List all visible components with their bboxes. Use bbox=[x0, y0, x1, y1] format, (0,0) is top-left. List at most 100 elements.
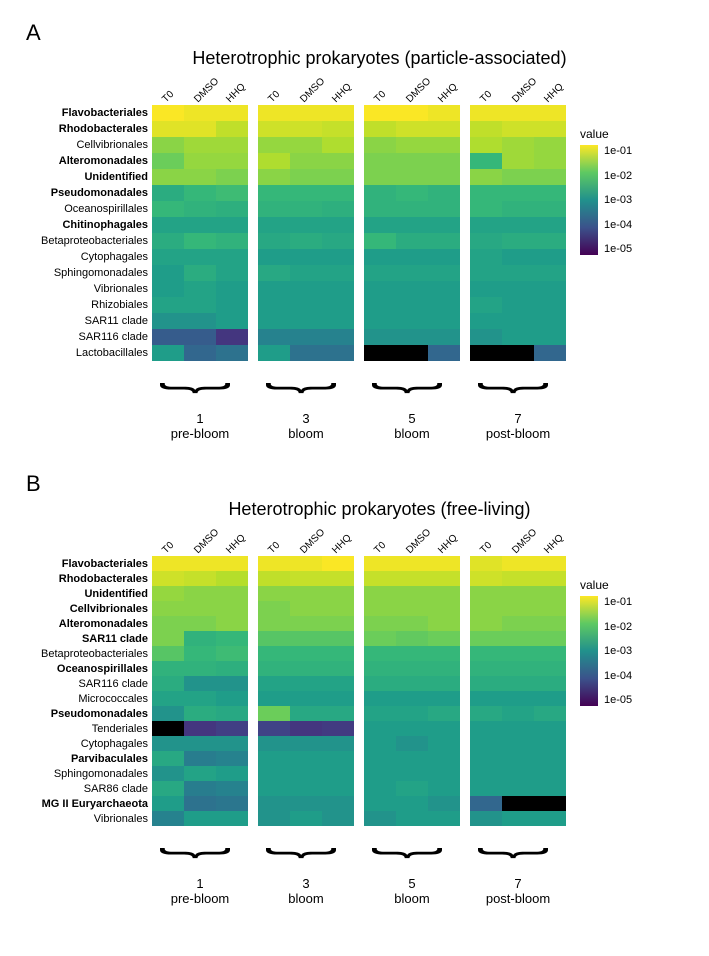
heatmap-cell bbox=[216, 153, 248, 169]
row-label: Pseudomonadales bbox=[20, 185, 152, 201]
heatmap-cell bbox=[216, 556, 248, 571]
heatmap-cell bbox=[152, 646, 184, 661]
heatmap-cell bbox=[216, 631, 248, 646]
heatmap-cell bbox=[428, 185, 460, 201]
heatmap-cell bbox=[428, 105, 460, 121]
heatmap-cell bbox=[470, 766, 502, 781]
heatmap-cell bbox=[534, 329, 566, 345]
heatmap-cell bbox=[534, 601, 566, 616]
heatmap-cell bbox=[534, 631, 566, 646]
heatmap-grid bbox=[470, 556, 566, 826]
legend-tick: 1e-01 bbox=[604, 145, 632, 157]
heatmap-cell bbox=[364, 631, 396, 646]
heatmap-cell bbox=[322, 105, 354, 121]
heatmap-cell bbox=[216, 751, 248, 766]
heatmap-cell bbox=[258, 616, 290, 631]
heatmap-cell bbox=[534, 345, 566, 361]
col-label: T0 bbox=[364, 77, 396, 105]
stage-name: pre-bloom bbox=[171, 426, 230, 441]
stage-name: post-bloom bbox=[486, 426, 550, 441]
heatmap-cell bbox=[396, 616, 428, 631]
heatmap-cell bbox=[184, 217, 216, 233]
heatmap-cell bbox=[290, 329, 322, 345]
heatmap-cell bbox=[184, 201, 216, 217]
heatmap-cell bbox=[396, 661, 428, 676]
heatmap-cell bbox=[152, 751, 184, 766]
heatmap-cell bbox=[396, 121, 428, 137]
heatmap-cell bbox=[258, 781, 290, 796]
col-label: HHQ bbox=[428, 528, 460, 556]
row-labels: FlavobacterialesRhodobacteralesUnidentif… bbox=[20, 556, 152, 826]
col-labels: T0DMSOHHQ bbox=[364, 528, 460, 556]
col-labels: T0DMSOHHQ bbox=[470, 77, 566, 105]
stage-label: }7post-bloom bbox=[470, 361, 566, 441]
heatmap-cell bbox=[290, 796, 322, 811]
heatmap-cell bbox=[470, 676, 502, 691]
heatmap-cell bbox=[184, 345, 216, 361]
heatmap-cell bbox=[364, 297, 396, 313]
heatmap-cell bbox=[364, 137, 396, 153]
col-labels: T0DMSOHHQ bbox=[258, 77, 354, 105]
heatmap-cell bbox=[470, 105, 502, 121]
legend-tick: 1e-02 bbox=[604, 621, 632, 633]
heatmap-cell bbox=[152, 736, 184, 751]
heatmap-cell bbox=[216, 706, 248, 721]
heatmap-cell bbox=[258, 571, 290, 586]
stage-name: bloom bbox=[394, 891, 429, 906]
brace-icon: } bbox=[498, 382, 538, 393]
heatmap-cell bbox=[428, 169, 460, 185]
row-label: Rhodobacterales bbox=[20, 121, 152, 137]
col-label: T0 bbox=[470, 77, 502, 105]
heatmap-cell bbox=[396, 137, 428, 153]
heatmap-cell bbox=[470, 721, 502, 736]
heatmap-cell bbox=[364, 616, 396, 631]
heatmap-cell bbox=[502, 217, 534, 233]
stage-label: }1pre-bloom bbox=[152, 826, 248, 906]
heatmap-cell bbox=[258, 721, 290, 736]
heatmap-cell bbox=[184, 281, 216, 297]
heatmap-cell bbox=[258, 281, 290, 297]
panel-title: Heterotrophic prokaryotes (free-living) bbox=[70, 499, 689, 520]
heatmap-cell bbox=[322, 137, 354, 153]
heatmap-cell bbox=[322, 217, 354, 233]
legend: value1e-011e-021e-031e-041e-05 bbox=[580, 578, 632, 706]
heatmap-cell bbox=[428, 781, 460, 796]
heatmap-cell bbox=[216, 676, 248, 691]
heatmap-cell bbox=[364, 766, 396, 781]
stage-name: bloom bbox=[288, 426, 323, 441]
heatmap-cell bbox=[396, 329, 428, 345]
heatmap-cell bbox=[502, 661, 534, 676]
heatmap-cell bbox=[470, 281, 502, 297]
heatmap-cell bbox=[428, 661, 460, 676]
heatmap-cell bbox=[364, 249, 396, 265]
heatmap-cell bbox=[258, 217, 290, 233]
heatmap-cell bbox=[152, 249, 184, 265]
blocks-area: T0DMSOHHQ}1pre-bloomT0DMSOHHQ}3bloomT0DM… bbox=[152, 77, 566, 441]
heatmap-cell bbox=[216, 265, 248, 281]
heatmap-cell bbox=[428, 265, 460, 281]
heatmap-cell bbox=[184, 646, 216, 661]
heatmap-cell bbox=[534, 736, 566, 751]
heatmap-cell bbox=[428, 751, 460, 766]
heatmap-cell bbox=[534, 137, 566, 153]
heatmap-cell bbox=[152, 313, 184, 329]
heatmap-cell bbox=[216, 201, 248, 217]
heatmap-cell bbox=[364, 781, 396, 796]
heatmap-cell bbox=[534, 556, 566, 571]
heatmap-block: T0DMSOHHQ}3bloom bbox=[258, 528, 354, 906]
heatmap-cell bbox=[290, 736, 322, 751]
panel-letter: A bbox=[26, 20, 689, 46]
heatmap-cell bbox=[322, 571, 354, 586]
heatmap-cell bbox=[322, 631, 354, 646]
row-label: Vibrionales bbox=[20, 281, 152, 297]
stage-name: pre-bloom bbox=[171, 891, 230, 906]
heatmap-cell bbox=[502, 556, 534, 571]
heatmap-cell bbox=[184, 691, 216, 706]
heatmap-cell bbox=[322, 616, 354, 631]
heatmap-grid bbox=[470, 105, 566, 361]
heatmap-cell bbox=[396, 345, 428, 361]
heatmap-cell bbox=[470, 736, 502, 751]
heatmap-cell bbox=[152, 345, 184, 361]
heatmap-cell bbox=[152, 706, 184, 721]
heatmap-cell bbox=[534, 153, 566, 169]
